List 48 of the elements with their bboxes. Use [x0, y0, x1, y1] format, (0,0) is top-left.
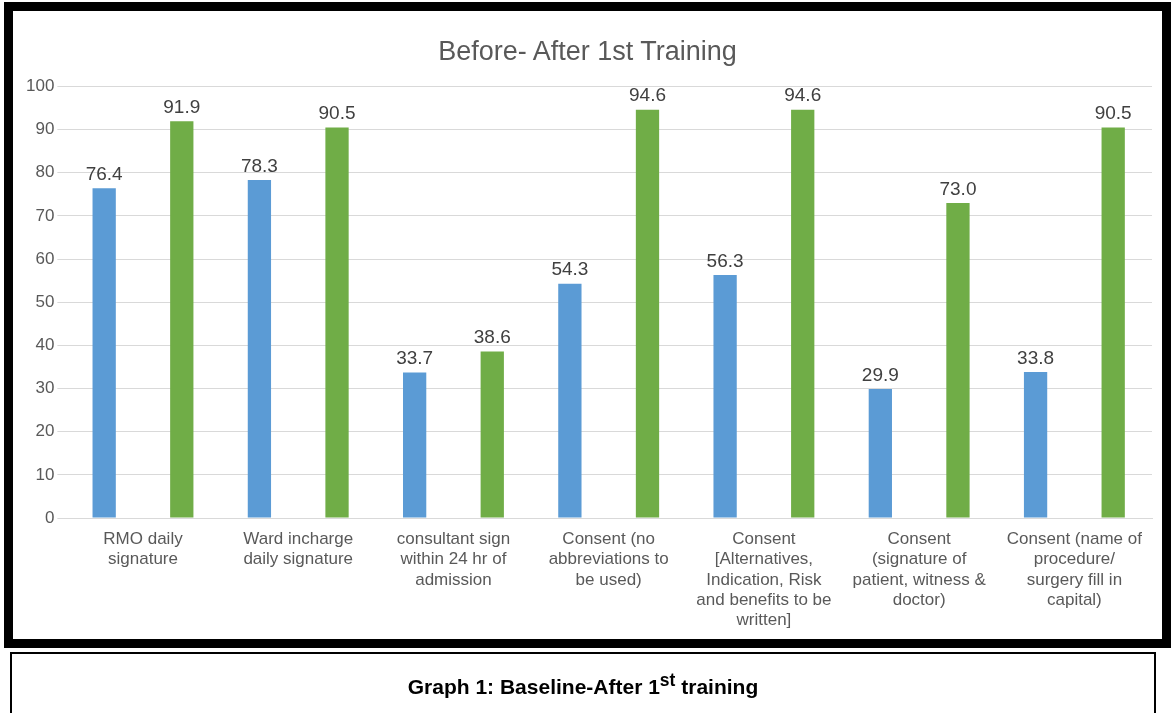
x-tick-label: RMO daily signature — [103, 528, 184, 569]
data-label: 33.8 — [1017, 346, 1055, 368]
y-tick-label: 60 — [35, 248, 55, 268]
bar — [403, 372, 427, 518]
data-label: 33.7 — [396, 347, 434, 369]
x-tick-label: Consent (signature of patient, witness & doctor) — [852, 528, 987, 610]
bar — [635, 109, 660, 518]
bar — [946, 202, 970, 518]
bar — [868, 388, 892, 518]
data-label: 54.3 — [551, 258, 589, 280]
y-tick-label: 80 — [35, 162, 55, 182]
x-tick-label: Consent (no abbreviations to be used) — [548, 528, 669, 589]
data-label: 90.5 — [1094, 102, 1132, 124]
x-tick-label: Ward incharge daily signature — [243, 528, 354, 569]
bar — [1101, 127, 1125, 518]
bar — [713, 275, 737, 518]
bar — [325, 127, 349, 518]
data-label: 29.9 — [861, 363, 899, 385]
data-label: 73.0 — [939, 177, 977, 199]
data-label: 94.6 — [784, 84, 822, 106]
chart-title: Before- After 1st Training — [438, 35, 737, 66]
x-tick-label: Consent (name of procedure/ surgery fill in capital) — [1006, 528, 1143, 610]
data-label: 78.3 — [240, 154, 278, 176]
y-tick-label: 40 — [35, 335, 55, 355]
data-label: 38.6 — [473, 326, 511, 348]
y-tick-label: 100 — [25, 76, 55, 96]
y-tick-label: 20 — [35, 421, 55, 441]
data-label: 76.4 — [85, 162, 124, 184]
y-tick-label: 10 — [35, 464, 55, 484]
bar — [480, 351, 504, 518]
data-label: 94.6 — [629, 84, 666, 106]
y-tick-label: 90 — [35, 119, 55, 139]
x-tick-label: consultant sign within 24 hr of admission — [396, 528, 511, 589]
y-tick-label: 30 — [35, 378, 55, 398]
bar — [558, 283, 582, 518]
data-label: 90.5 — [318, 102, 356, 124]
y-tick-label: 70 — [35, 205, 55, 225]
bar — [1023, 372, 1048, 518]
bar — [92, 188, 116, 518]
data-label: 91.9 — [163, 96, 201, 118]
caption: Graph 1: Baseline-After 1$^{st}$ training — [10, 652, 1156, 713]
y-tick-label: 50 — [35, 291, 55, 311]
data-label: 56.3 — [706, 249, 744, 271]
bar — [170, 121, 194, 518]
y-tick-label: 0 — [44, 507, 55, 527]
bar — [791, 109, 815, 518]
x-tick-label: Consent [Alternatives, Indication, Risk and benefits to be written] — [696, 528, 832, 630]
bar — [247, 180, 272, 518]
